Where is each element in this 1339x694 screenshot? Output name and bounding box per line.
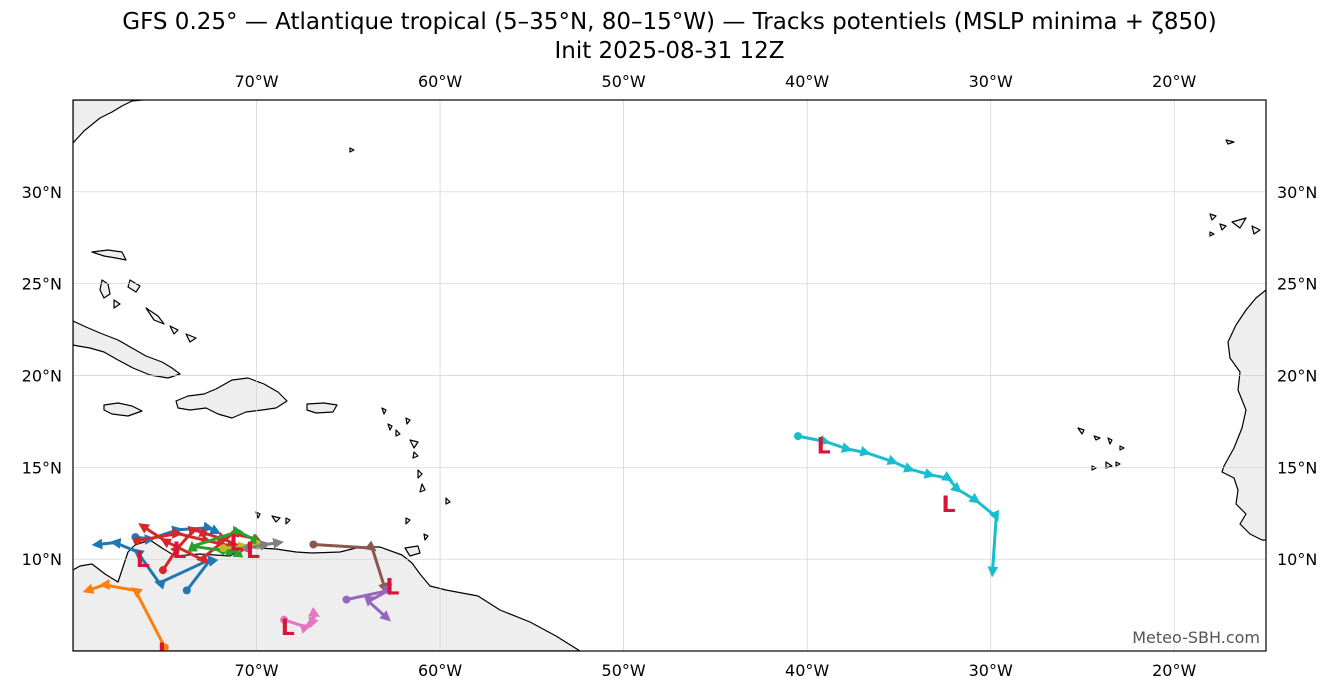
puerto-rico bbox=[306, 402, 338, 414]
lon-tick-label-bottom: 40°W bbox=[785, 661, 829, 680]
track-start-point bbox=[309, 540, 318, 549]
lat-tick-label-right: 15°N bbox=[1277, 458, 1317, 477]
low-pressure-marker: L bbox=[385, 576, 399, 601]
track-start-point bbox=[158, 566, 167, 575]
low-pressure-marker: L bbox=[172, 539, 186, 564]
west-africa bbox=[1221, 289, 1266, 541]
storm-track-line bbox=[796, 434, 1000, 578]
tracks-layer bbox=[82, 432, 1000, 651]
track-start-point bbox=[182, 586, 191, 595]
bahamas-7 bbox=[113, 299, 121, 309]
graticule bbox=[73, 100, 1266, 651]
low-pressure-marker: L bbox=[229, 532, 243, 557]
credit-label: Meteo-SBH.com bbox=[1132, 628, 1260, 647]
lat-tick-label-right: 20°N bbox=[1277, 367, 1317, 386]
bahamas-2 bbox=[91, 249, 127, 261]
track-start-point bbox=[133, 536, 142, 545]
bahamas-4 bbox=[145, 307, 165, 325]
lon-tick-label-top: 50°W bbox=[602, 72, 646, 91]
lon-tick-label-bottom: 70°W bbox=[234, 661, 278, 680]
lon-tick-label-top: 30°W bbox=[969, 72, 1013, 91]
track-start-point bbox=[342, 595, 351, 604]
lat-tick-label-left: 20°N bbox=[22, 367, 62, 386]
madeira bbox=[1225, 139, 1235, 145]
jamaica bbox=[103, 402, 143, 417]
low-pressure-marker: L bbox=[817, 434, 831, 459]
low-pressure-marker: L bbox=[246, 539, 260, 564]
hispaniola bbox=[175, 377, 288, 419]
lat-tick-label-left: 15°N bbox=[22, 458, 62, 477]
lat-tick-label-right: 25°N bbox=[1277, 275, 1317, 294]
lon-tick-label-top: 40°W bbox=[785, 72, 829, 91]
abc-islands bbox=[255, 511, 291, 525]
track-start-point bbox=[160, 643, 169, 651]
map-frame bbox=[72, 99, 1267, 652]
low-pressure-marker: L bbox=[158, 640, 172, 665]
storm-track-line bbox=[311, 540, 389, 594]
lat-tick-label-left: 10°N bbox=[22, 550, 62, 569]
cuba bbox=[73, 320, 181, 379]
storm-track-line bbox=[91, 538, 219, 592]
bahamas-5 bbox=[169, 325, 179, 335]
low-pressure-marker: L bbox=[281, 616, 295, 641]
lat-tick-label-left: 30°N bbox=[22, 183, 62, 202]
lat-tick-label-right: 30°N bbox=[1277, 183, 1317, 202]
lat-tick-label-right: 10°N bbox=[1277, 550, 1317, 569]
lon-tick-label-top: 20°W bbox=[1152, 72, 1196, 91]
bahamas-6 bbox=[185, 333, 197, 343]
axis-ticks: 70°W 70°W 60°W 60°W 50°W 50°W 40°W 40°W 30°W 30°W… bbox=[22, 72, 1318, 680]
lon-tick-label-bottom: 50°W bbox=[602, 661, 646, 680]
trinidad bbox=[404, 545, 421, 557]
storm-track-line bbox=[282, 606, 321, 634]
track-start-point bbox=[280, 615, 289, 624]
track-start-point bbox=[219, 544, 228, 553]
cape-verde bbox=[1077, 427, 1125, 471]
lon-tick-label-top: 60°W bbox=[418, 72, 462, 91]
lat-tick-label-left: 25°N bbox=[22, 275, 62, 294]
storm-track-line bbox=[187, 525, 262, 558]
map-subtitle: Init 2025-08-31 12Z bbox=[554, 38, 785, 64]
bermuda bbox=[349, 147, 355, 153]
lon-tick-label-bottom: 20°W bbox=[1152, 661, 1196, 680]
lon-tick-label-bottom: 30°W bbox=[969, 661, 1013, 680]
map-title: GFS 0.25° — Atlantique tropical (5–35°N,… bbox=[122, 9, 1217, 35]
storm-track-line bbox=[345, 583, 392, 622]
storm-track-line bbox=[245, 538, 284, 551]
low-pressure-marker: L bbox=[136, 548, 150, 573]
low-pressure-marker: L bbox=[941, 493, 955, 518]
lesser-antilles bbox=[381, 407, 451, 541]
lon-tick-label-top: 70°W bbox=[234, 72, 278, 91]
canary-islands bbox=[1209, 213, 1261, 237]
florida bbox=[73, 100, 143, 144]
track-start-point bbox=[793, 432, 802, 441]
track-start-point bbox=[243, 544, 252, 553]
lon-tick-label-bottom: 60°W bbox=[418, 661, 462, 680]
